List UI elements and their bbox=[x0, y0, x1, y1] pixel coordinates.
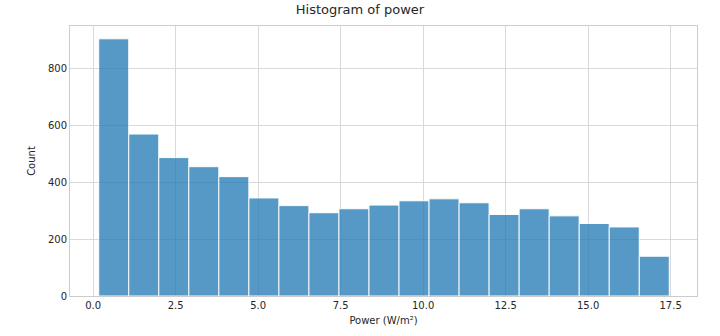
svg-text:800: 800 bbox=[48, 63, 67, 74]
svg-text:0: 0 bbox=[61, 291, 67, 302]
svg-text:12.5: 12.5 bbox=[494, 300, 516, 311]
svg-text:15.0: 15.0 bbox=[577, 300, 599, 311]
svg-text:Histogram of power: Histogram of power bbox=[296, 2, 425, 17]
svg-text:0.0: 0.0 bbox=[85, 300, 101, 311]
svg-text:5.0: 5.0 bbox=[250, 300, 266, 311]
svg-text:400: 400 bbox=[48, 177, 67, 188]
svg-text:2.5: 2.5 bbox=[168, 300, 184, 311]
svg-text:7.5: 7.5 bbox=[333, 300, 349, 311]
svg-text:600: 600 bbox=[48, 120, 67, 131]
svg-text:200: 200 bbox=[48, 234, 67, 245]
svg-text:10.0: 10.0 bbox=[412, 300, 434, 311]
svg-text:Count: Count bbox=[26, 146, 37, 176]
svg-text:17.5: 17.5 bbox=[659, 300, 681, 311]
svg-text:Power (W/m²): Power (W/m²) bbox=[349, 315, 417, 326]
